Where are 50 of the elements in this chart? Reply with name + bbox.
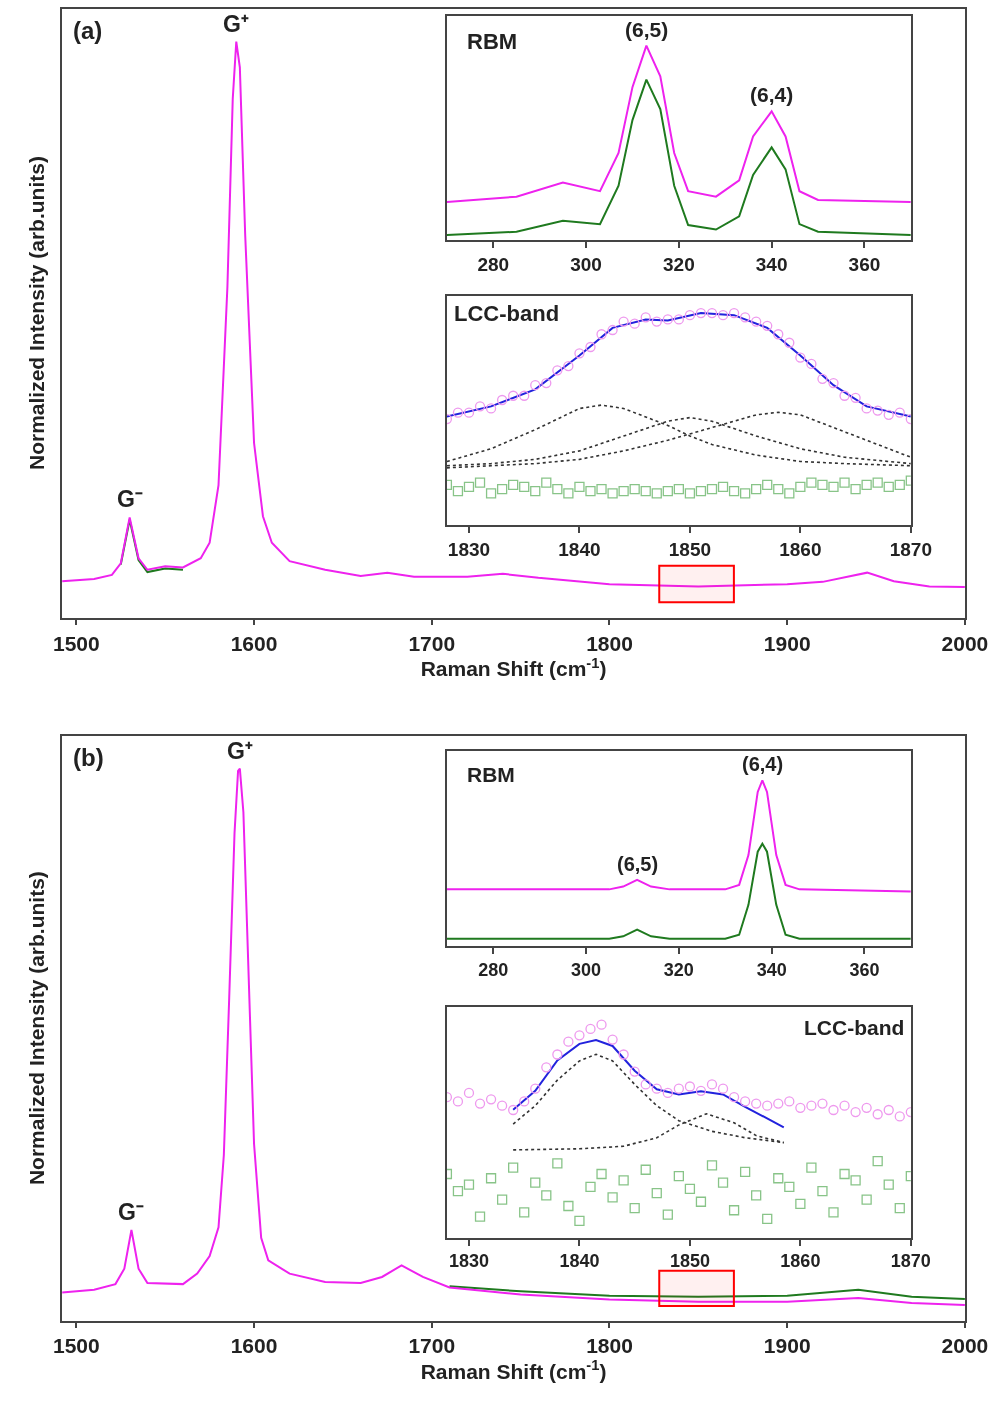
x-tick-label: 1700 — [408, 1334, 456, 1358]
y-axis-title: Normalized Intensity (arb.units) — [25, 871, 49, 1186]
annotation: (6,5) — [617, 853, 659, 875]
x-tick-label: 1870 — [889, 538, 932, 560]
x-tick-label: 1850 — [668, 538, 712, 560]
x-tick-label: 1860 — [779, 538, 822, 560]
annotation: (a) — [73, 17, 103, 44]
x-tick-label: 1830 — [448, 1251, 490, 1272]
x-tick-label: 1500 — [52, 631, 100, 655]
x-tick-label: 360 — [848, 254, 881, 276]
x-tick-label: 1870 — [890, 1251, 931, 1272]
x-tick-label: 360 — [849, 959, 880, 980]
x-tick-label: 1500 — [52, 1334, 100, 1358]
x-tick-label: 1840 — [559, 1251, 600, 1272]
annotation: LCC-band — [804, 1016, 905, 1039]
x-tick-label: 1850 — [669, 1251, 710, 1272]
x-tick-label: 1900 — [763, 631, 811, 655]
annotation: (6,5) — [625, 18, 669, 41]
y-axis-title: Normalized Intensity (arb.units) — [25, 156, 49, 470]
x-tick-label: 2000 — [941, 631, 989, 655]
x-tick-label: 1700 — [408, 631, 456, 655]
x-tick-label: 280 — [477, 254, 510, 276]
annotation: (6,4) — [750, 83, 794, 106]
annotation: G⁻ — [118, 1199, 144, 1225]
annotation: G⁺ — [223, 11, 249, 37]
x-tick-label: 1900 — [763, 1334, 811, 1358]
x-tick-label: 280 — [478, 959, 509, 980]
x-axis-title: Raman Shift (cm$^{-1}$) — [420, 654, 607, 681]
x-axis-title: Raman Shift (cm$^{-1}$) — [420, 1357, 607, 1384]
x-tick-label: 1600 — [230, 1334, 278, 1358]
x-tick-label: 2000 — [941, 1334, 989, 1358]
x-tick-label: 1800 — [586, 631, 633, 655]
annotation: (b) — [73, 744, 104, 771]
x-tick-label: 1800 — [586, 1334, 633, 1358]
annotation: (6,4) — [742, 753, 784, 775]
x-tick-label: 1860 — [780, 1251, 821, 1272]
x-tick-label: 300 — [570, 254, 602, 276]
x-tick-label: 1830 — [447, 538, 491, 560]
annotation: RBM — [467, 763, 515, 786]
x-tick-label: 1600 — [230, 631, 278, 655]
annotation: G⁺ — [227, 738, 253, 764]
x-tick-label: 300 — [571, 959, 602, 980]
x-tick-label: 340 — [756, 959, 787, 980]
x-tick-label: 320 — [663, 254, 695, 276]
annotation: G⁻ — [117, 486, 143, 512]
x-tick-label: 340 — [755, 254, 788, 276]
x-tick-label: 320 — [663, 959, 694, 980]
annotation: RBM — [467, 29, 518, 54]
x-tick-label: 1840 — [558, 538, 601, 560]
annotation: LCC-band — [454, 301, 560, 326]
